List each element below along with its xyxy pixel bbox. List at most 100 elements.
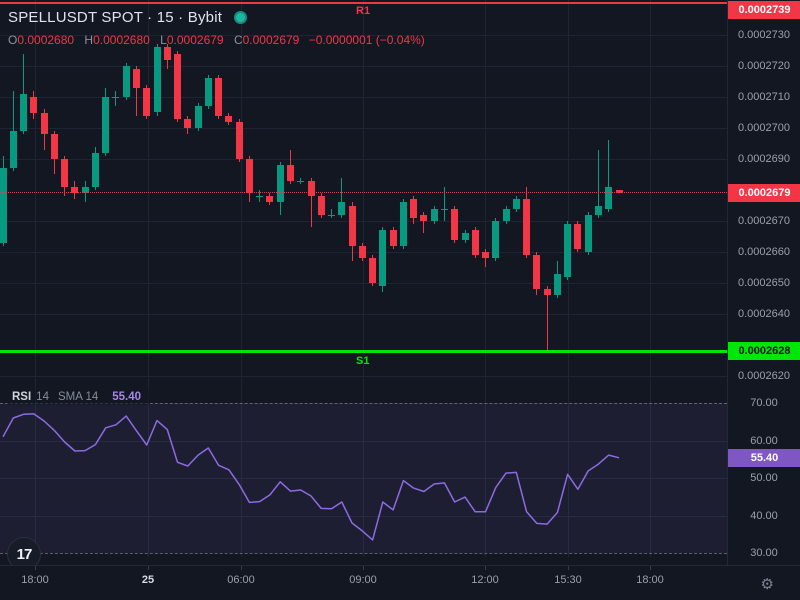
time-tick-label: 18:00: [636, 574, 664, 586]
candle-body: [543, 289, 551, 296]
candle-body: [482, 252, 489, 259]
candle-body: [102, 97, 110, 153]
candle-body: [286, 165, 294, 181]
candle-wick: [423, 211, 425, 234]
tradingview-logo[interactable]: 17: [7, 537, 41, 565]
price-axis[interactable]: 0.0002730 0.0002720 0.0002710 0.0002700 0.00…: [727, 0, 800, 565]
s1-label: S1: [356, 355, 370, 367]
rsi-gridline: [0, 441, 727, 442]
candle-body: [533, 255, 541, 290]
candle-body: [594, 205, 602, 215]
high-value: 0.0002680: [93, 33, 150, 47]
candle-body: [307, 180, 315, 197]
horizontal-gridline: [0, 159, 727, 160]
vertical-gridline: [568, 0, 569, 557]
time-tick-label: 18:00: [21, 574, 49, 586]
time-tick-mark: [568, 566, 569, 570]
time-tick-mark: [650, 566, 651, 570]
rsi-tick-label: 60.00: [750, 435, 778, 447]
candle-body: [564, 224, 572, 277]
symbol-title[interactable]: SPELLUSDT SPOT · 15 · Bybit: [8, 8, 223, 26]
vertical-gridline: [363, 0, 364, 557]
horizontal-gridline: [0, 283, 727, 284]
candle-body: [20, 93, 27, 132]
rsi-indicator-legend[interactable]: RSI 14 SMA 14 55.40: [6, 388, 152, 405]
settings-gear-icon[interactable]: ⚙: [760, 576, 774, 593]
rsi-lower-band-line: [0, 553, 727, 554]
candle-body: [245, 159, 253, 194]
candle-body: [256, 196, 264, 198]
rsi-legend-title: RSI: [12, 390, 32, 403]
candle-body: [297, 180, 305, 182]
rsi-gridline: [0, 478, 727, 479]
candle-wick: [443, 186, 445, 221]
horizontal-gridline: [0, 128, 727, 129]
candle-wick: [597, 149, 599, 218]
change-value: −0.0000001 (−0.04%): [308, 33, 425, 47]
horizontal-gridline: [0, 376, 727, 377]
chart-legend-header: SPELLUSDT SPOT · 15 · Bybit O0.0002680 H…: [8, 6, 425, 48]
r1-resistance-line[interactable]: [0, 2, 727, 4]
candle-body: [235, 121, 243, 159]
r1-price-badge: 0.0002739: [728, 1, 800, 19]
rsi-tick-label: 70.00: [750, 397, 778, 409]
candle-body: [328, 214, 335, 216]
candle-body: [574, 224, 582, 249]
r1-label: R1: [356, 5, 371, 17]
candle-wick: [341, 177, 343, 218]
candle-body: [553, 273, 561, 296]
candle-body: [215, 78, 223, 116]
candle-body: [276, 165, 284, 203]
candle-body: [174, 53, 181, 119]
candlestick-pane[interactable]: R1 S1 RSI 14 SMA 14 55.40 17: [0, 0, 727, 565]
rsi-value-badge: 55.40: [728, 449, 800, 467]
horizontal-gridline: [0, 221, 727, 222]
candle-body: [91, 152, 99, 187]
candle-body: [358, 245, 366, 259]
last-price-line: [0, 192, 727, 193]
candle-body: [523, 199, 531, 256]
time-tick-label: 12:00: [471, 574, 499, 586]
price-tick-label: 0.0002640: [738, 308, 790, 320]
candle-wick: [136, 66, 137, 116]
time-tick-mark: [148, 566, 149, 570]
rsi-line: [2, 413, 620, 541]
bybit-status-dot-icon: [234, 10, 248, 24]
candle-body: [9, 131, 17, 169]
horizontal-gridline: [0, 66, 727, 67]
price-tick-label: 0.0002690: [738, 153, 790, 165]
candle-body: [143, 87, 151, 116]
candle-body: [471, 230, 479, 256]
candle-body: [194, 106, 202, 128]
open-value: 0.0002680: [17, 33, 75, 47]
time-axis[interactable]: 18:00 25 06:00 09:00 12:00 15:30 18:00 ⚙: [0, 565, 800, 600]
open-label: O: [8, 33, 18, 47]
candle-body: [133, 69, 140, 88]
price-tick-label: 0.0002620: [738, 370, 790, 382]
candle-body: [605, 186, 613, 209]
horizontal-gridline: [0, 35, 727, 36]
candle-body: [430, 208, 438, 221]
candle-body: [348, 205, 356, 246]
price-tick-label: 0.0002700: [738, 122, 790, 134]
candle-wick: [115, 90, 117, 107]
candle-body: [153, 47, 161, 113]
candle-wick: [310, 177, 312, 228]
rsi-legend-value: 55.40: [112, 390, 142, 403]
candle-body: [112, 97, 120, 98]
time-tick-label: 15:30: [554, 574, 582, 586]
price-tick-label: 0.0002710: [738, 91, 790, 103]
tradingview-logo-glyph: 17: [16, 545, 33, 563]
candle-wick: [331, 208, 332, 218]
candle-body: [512, 199, 520, 209]
candle-body: [389, 230, 397, 246]
candle-body: [184, 118, 192, 128]
rsi-tick-label: 30.00: [750, 547, 778, 559]
candle-body: [81, 186, 89, 194]
s1-support-line[interactable]: [0, 350, 727, 353]
rsi-tick-label: 50.00: [750, 472, 778, 484]
high-label: H: [84, 33, 94, 47]
ohlc-row: O0.0002680 H0.0002680 L0.0002679 C0.0002…: [8, 33, 425, 47]
rsi-tick-label: 40.00: [750, 510, 778, 522]
vertical-gridline: [241, 0, 242, 557]
